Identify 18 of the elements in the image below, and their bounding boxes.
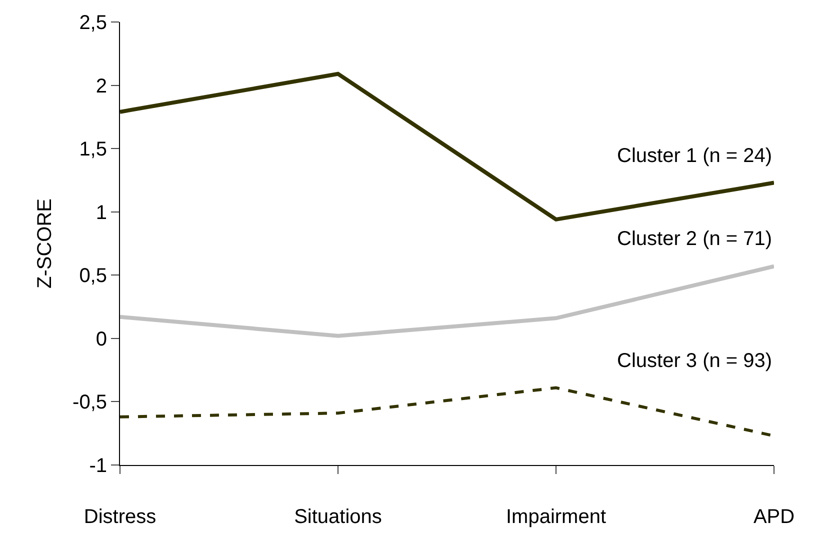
y-tick-label: 0 (96, 328, 107, 350)
y-tick-label: 2 (96, 75, 107, 98)
line-series (120, 264, 774, 338)
series-label: Cluster 2 (n = 71) (617, 228, 772, 250)
y-tick-label: 0,5 (79, 265, 107, 288)
series-label: Cluster 3 (n = 93) (617, 350, 772, 372)
y-tick-label: -1 (89, 455, 107, 477)
y-tick-label: -0,5 (72, 392, 107, 414)
x-tick-label: Situations (294, 506, 382, 528)
y-tick-label: 2,5 (79, 12, 107, 34)
y-axis-title: Z-SCORE (34, 198, 56, 288)
x-tick-label: Impairment (506, 506, 606, 528)
y-tick-label: 1 (96, 202, 107, 224)
series-label: Cluster 1 (n = 24) (617, 145, 772, 167)
x-tick-label: APD (753, 506, 795, 528)
line-series (120, 72, 774, 222)
x-tick-label: Distress (84, 506, 156, 528)
y-tick-label: 1,5 (79, 138, 107, 161)
